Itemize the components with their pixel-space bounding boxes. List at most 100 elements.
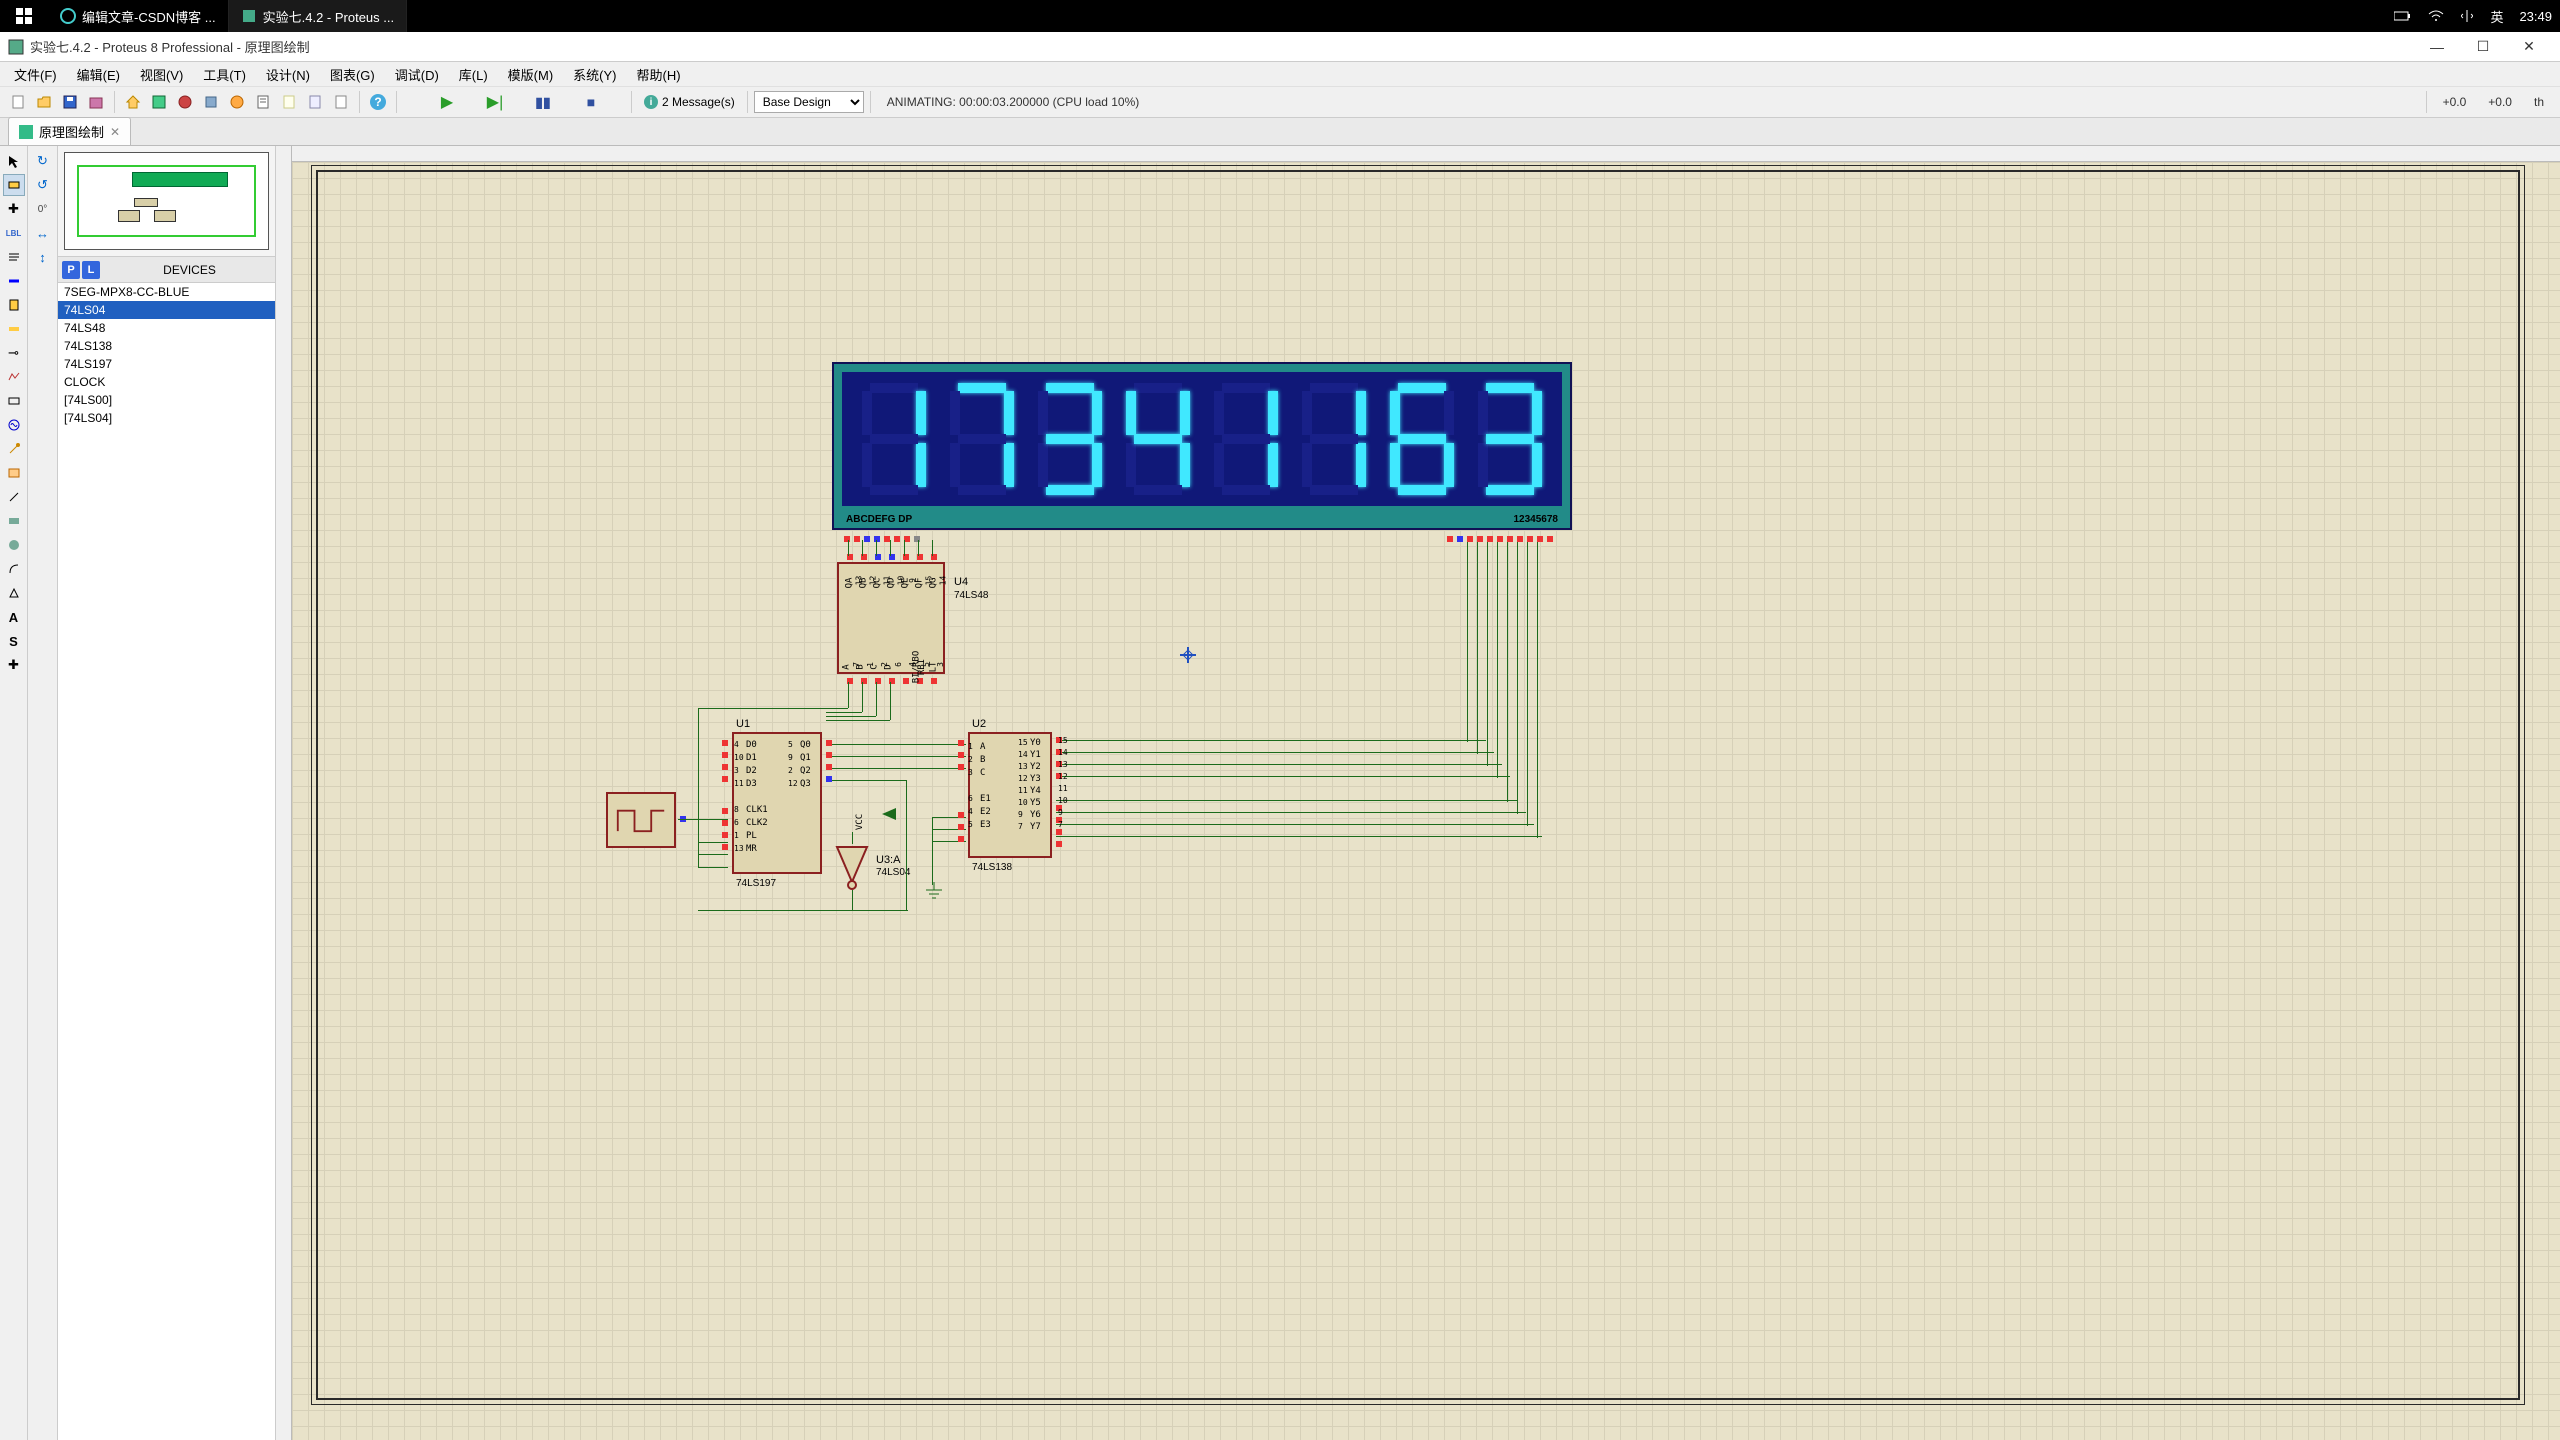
ruler-horizontal: [276, 146, 2560, 162]
menu-design[interactable]: 设计(N): [256, 63, 320, 86]
seg-pins-right: 12345678: [1514, 514, 1559, 525]
3d-icon[interactable]: [199, 90, 223, 114]
tray-battery-icon[interactable]: [2386, 0, 2420, 32]
menu-template[interactable]: 模版(M): [498, 63, 564, 86]
taskbar-app-proteus[interactable]: 实验七.4.2 - Proteus ...: [229, 0, 408, 32]
ic-u4-name: U4: [954, 576, 968, 588]
menu-view[interactable]: 视图(V): [130, 63, 193, 86]
tool-component[interactable]: [3, 174, 25, 196]
list-item[interactable]: 74LS197: [58, 355, 275, 373]
taskbar-label: 编辑文章-CSDN博客 ...: [82, 7, 216, 26]
step-button[interactable]: ▶|: [483, 90, 507, 114]
ic-u1-name: U1: [736, 718, 750, 730]
menu-tools[interactable]: 工具(T): [193, 63, 256, 86]
tool-rect[interactable]: [3, 510, 25, 532]
schematic-canvas[interactable]: ABCDEFG DP 12345678 U4 74LS48: [276, 146, 2560, 1440]
window-title: 实验七.4.2 - Proteus 8 Professional - 原理图绘制: [30, 37, 310, 56]
mirror-h-icon[interactable]: ↔: [32, 222, 54, 244]
menu-edit[interactable]: 编辑(E): [67, 63, 130, 86]
ic-u3a[interactable]: [832, 842, 872, 892]
devices-list[interactable]: 7SEG-MPX8-CC-BLUE 74LS04 74LS48 74LS138 …: [58, 283, 275, 1440]
tray-ime[interactable]: 英: [2482, 0, 2511, 32]
messages-indicator[interactable]: i 2 Message(s): [638, 95, 741, 109]
minimize-button[interactable]: —: [2414, 32, 2460, 62]
tool-origin[interactable]: ✚: [3, 654, 25, 676]
doc-tab-schematic[interactable]: 原理图绘制 ✕: [8, 117, 131, 145]
mirror-v-icon[interactable]: ↕: [32, 246, 54, 268]
tool-label[interactable]: LBL: [3, 222, 25, 244]
tool-probe[interactable]: [3, 438, 25, 460]
new-icon[interactable]: [6, 90, 30, 114]
gerber-icon[interactable]: [225, 90, 249, 114]
menu-system[interactable]: 系统(Y): [563, 63, 626, 86]
tool-path[interactable]: [3, 582, 25, 604]
tool-symbol[interactable]: S: [3, 630, 25, 652]
play-button[interactable]: ▶: [435, 90, 459, 114]
tool-circle[interactable]: [3, 534, 25, 556]
tool-line[interactable]: [3, 486, 25, 508]
tool-pin[interactable]: ⊸: [3, 342, 25, 364]
tool-text[interactable]: [3, 246, 25, 268]
list-item[interactable]: 74LS138: [58, 337, 275, 355]
maximize-button[interactable]: ☐: [2460, 32, 2506, 62]
help-icon[interactable]: ?: [366, 90, 390, 114]
taskbar-app-edge[interactable]: 编辑文章-CSDN博客 ...: [48, 0, 229, 32]
bom-icon[interactable]: [251, 90, 275, 114]
pause-button[interactable]: ▮▮: [531, 90, 555, 114]
tool-graph[interactable]: [3, 366, 25, 388]
overview-minimap[interactable]: [64, 152, 269, 250]
save-icon[interactable]: [58, 90, 82, 114]
notes-icon[interactable]: [277, 90, 301, 114]
tool-tape[interactable]: [3, 390, 25, 412]
tray-clock[interactable]: 23:49: [2511, 0, 2560, 32]
doc-tab-label: 原理图绘制: [39, 122, 104, 141]
start-button[interactable]: [0, 0, 48, 32]
pcb-icon[interactable]: [173, 90, 197, 114]
home-icon[interactable]: [121, 90, 145, 114]
seven-seg-display[interactable]: ABCDEFG DP 12345678: [832, 362, 1572, 530]
messages-text: 2 Message(s): [662, 95, 735, 109]
tool-terminal[interactable]: [3, 318, 25, 340]
list-item[interactable]: [74LS04]: [58, 409, 275, 427]
list-item[interactable]: 7SEG-MPX8-CC-BLUE: [58, 283, 275, 301]
tool-textobj[interactable]: A: [3, 606, 25, 628]
open-icon[interactable]: [32, 90, 56, 114]
tool-subcircuit[interactable]: [3, 294, 25, 316]
tool-arc[interactable]: [3, 558, 25, 580]
tool-select[interactable]: [3, 150, 25, 172]
menu-graph[interactable]: 图表(G): [320, 63, 385, 86]
design-select[interactable]: Base Design: [754, 91, 864, 113]
list-item[interactable]: CLOCK: [58, 373, 275, 391]
sheet-border: [316, 170, 2520, 1400]
tray-wifi-icon[interactable]: [2420, 0, 2452, 32]
doc-icon[interactable]: [329, 90, 353, 114]
menu-library[interactable]: 库(L): [449, 63, 498, 86]
close-icon[interactable]: ✕: [110, 125, 120, 139]
import-icon[interactable]: [84, 90, 108, 114]
list-icon[interactable]: [303, 90, 327, 114]
pick-button[interactable]: P: [62, 261, 80, 279]
ic-u4-type: 74LS48: [954, 590, 988, 601]
tray-sound-icon[interactable]: [2452, 0, 2482, 32]
tool-generator[interactable]: [3, 414, 25, 436]
rotate-cw-icon[interactable]: ↻: [32, 150, 54, 172]
library-button[interactable]: L: [82, 261, 100, 279]
devices-title: DEVICES: [104, 263, 275, 277]
sim-status: ANIMATING: 00:00:03.200000 (CPU load 10%…: [877, 95, 1150, 109]
cursor-crosshair: [1180, 647, 1196, 663]
tool-junction[interactable]: ✚: [3, 198, 25, 220]
clock-source[interactable]: [606, 792, 676, 848]
taskbar-label: 实验七.4.2 - Proteus ...: [263, 7, 395, 26]
tool-instrument[interactable]: [3, 462, 25, 484]
menu-debug[interactable]: 调试(D): [385, 63, 449, 86]
list-item[interactable]: [74LS00]: [58, 391, 275, 409]
tool-bus[interactable]: [3, 270, 25, 292]
list-item[interactable]: 74LS48: [58, 319, 275, 337]
list-item[interactable]: 74LS04: [58, 301, 275, 319]
menu-help[interactable]: 帮助(H): [627, 63, 691, 86]
schematic-icon[interactable]: [147, 90, 171, 114]
close-button[interactable]: ✕: [2506, 32, 2552, 62]
stop-button[interactable]: ■: [579, 90, 603, 114]
rotate-ccw-icon[interactable]: ↺: [32, 174, 54, 196]
menu-file[interactable]: 文件(F): [4, 63, 67, 86]
